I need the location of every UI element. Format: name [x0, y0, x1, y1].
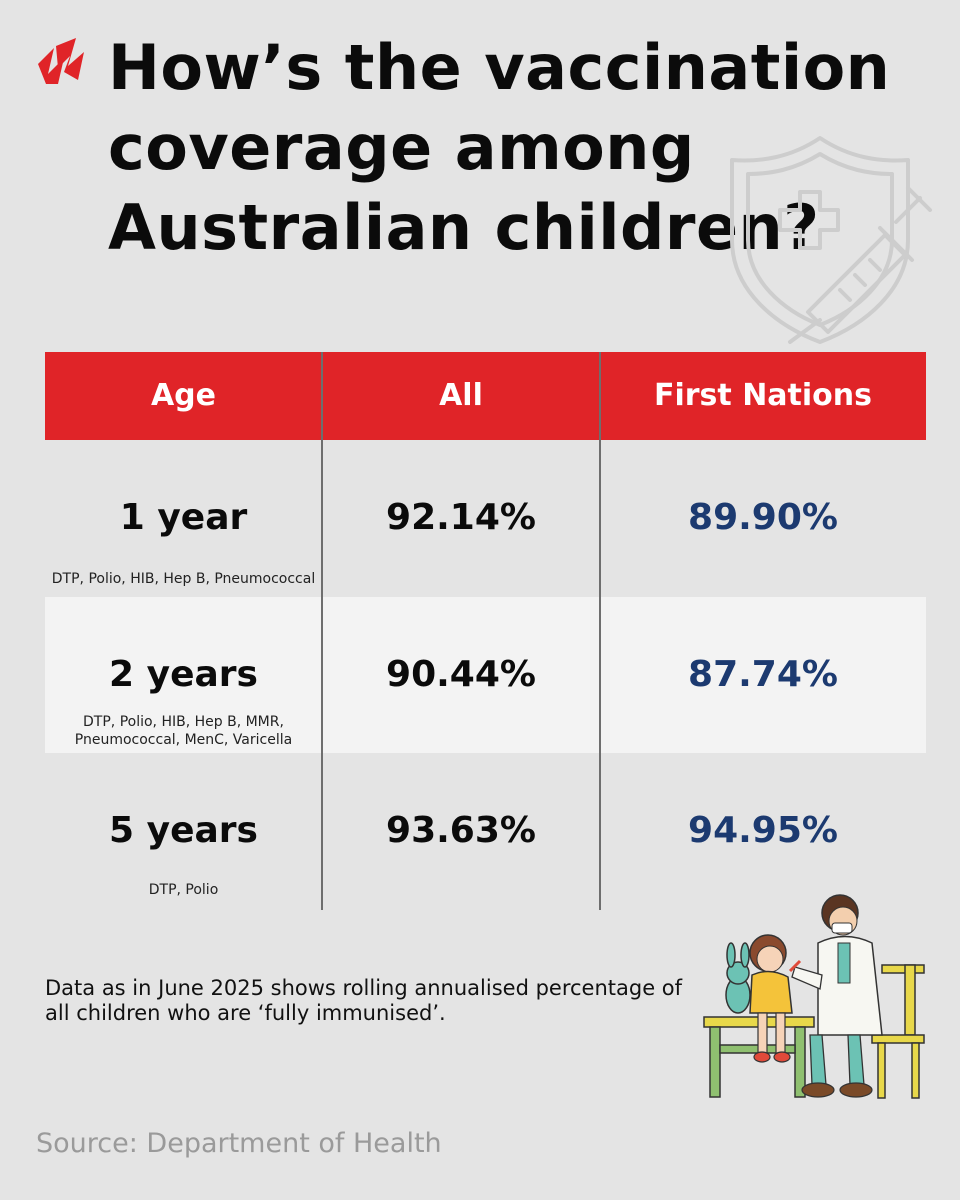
all-value: 92.14%	[386, 497, 536, 538]
header-age: Age	[150, 378, 217, 413]
age-label: 5 years	[109, 810, 258, 851]
note-line: Data as in June 2025 shows rolling annua…	[45, 976, 683, 1000]
header-all: All	[439, 378, 483, 413]
shield-syringe-icon	[730, 136, 932, 344]
title-line-2: coverage among	[108, 111, 695, 184]
title-line-1: How’s the vaccination	[108, 31, 891, 104]
title-line-3: Australian children?	[108, 191, 820, 264]
all-value: 93.63%	[386, 810, 536, 851]
vaccine-list-line: DTP, Polio, HIB, Hep B, MMR,	[83, 714, 284, 730]
note-line: all children who are ‘fully immunised’.	[45, 1001, 446, 1025]
vaccine-list-line: DTP, Polio	[148, 882, 219, 898]
column-divider	[599, 352, 601, 910]
table-header: Age All First Nations	[45, 352, 926, 440]
first-nations-value: 87.74%	[688, 654, 838, 695]
vaccine-list-line: DTP, Polio, HIB, Hep B, Pneumococcal	[51, 571, 316, 587]
doctor-vaccinating-child-illustration	[703, 894, 925, 1099]
age-label: 2 years	[109, 654, 258, 695]
data-note: Data as in June 2025 shows rolling annua…	[45, 976, 725, 1026]
sbs-logo-icon	[38, 38, 84, 84]
page-title: How’s the vaccination coverage among Aus…	[108, 28, 891, 268]
source-text: Source: Department of Health	[36, 1128, 442, 1159]
vaccine-list: DTP, Polio	[45, 881, 322, 899]
vaccine-list-line: Pneumococcal, MenC, Varicella	[74, 732, 293, 748]
column-divider	[321, 352, 323, 910]
all-value: 90.44%	[386, 654, 536, 695]
vaccine-list: DTP, Polio, HIB, Hep B, MMR, Pneumococca…	[45, 713, 322, 749]
header-first-nations: First Nations	[653, 378, 872, 413]
table-row-band	[45, 597, 926, 753]
age-label: 1 year	[119, 497, 248, 538]
first-nations-value: 94.95%	[688, 810, 838, 851]
first-nations-value: 89.90%	[688, 497, 838, 538]
vaccine-list: DTP, Polio, HIB, Hep B, Pneumococcal	[45, 570, 322, 588]
